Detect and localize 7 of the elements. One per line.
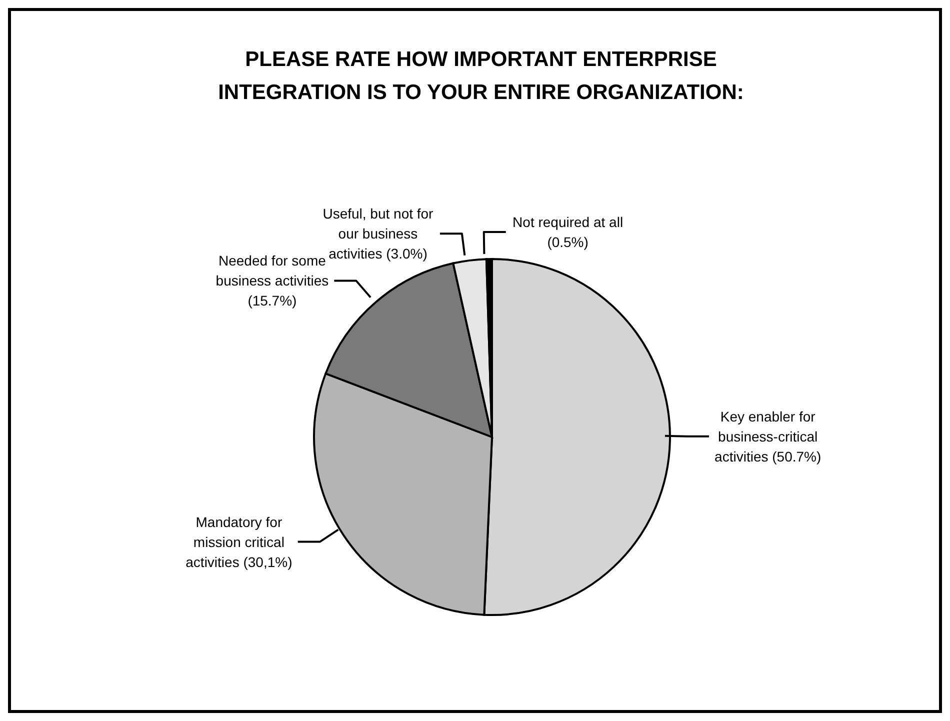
slice-label: Not required at all [512, 214, 624, 230]
slice-label: Mandatory for mission critical activities (30,1%) [186, 514, 292, 570]
slice-label: Key enabler for business-critical activities (50.7%) [714, 408, 822, 464]
chart-title: PLEASE RATE HOW IMPORTANT ENTERPRISE INTEGRATION IS TO YOUR ENTIRE ORGANIZATION: [217, 47, 745, 106]
data-label: (0.5%) [547, 234, 588, 250]
slice-label: Needed for some business activities [216, 252, 329, 289]
data-label: (15.7%) [248, 292, 297, 309]
